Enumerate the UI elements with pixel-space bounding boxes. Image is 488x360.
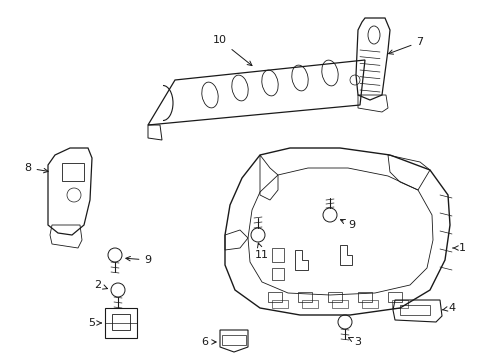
Text: 3: 3 [348,337,361,347]
Text: 9: 9 [125,255,151,265]
Text: 1: 1 [452,243,465,253]
Text: 6: 6 [201,337,216,347]
Text: 4: 4 [442,303,455,313]
Bar [267,292,282,302]
Bar [62,163,84,181]
Bar [302,300,317,308]
Bar [399,305,429,315]
Text: 8: 8 [24,163,48,173]
Text: 2: 2 [94,280,107,290]
Text: 11: 11 [254,243,268,260]
Bar [391,300,407,308]
Bar [331,300,347,308]
Bar [105,308,137,338]
Bar [327,292,341,302]
Text: 5: 5 [88,318,101,328]
Bar [112,314,130,330]
Text: 7: 7 [388,37,423,54]
Bar [297,292,311,302]
Text: 10: 10 [213,35,251,66]
Bar [222,335,245,345]
Bar [387,292,401,302]
Bar [271,300,287,308]
Bar [357,292,371,302]
Bar [271,268,284,280]
Bar [271,248,284,262]
Text: 9: 9 [340,220,355,230]
Bar [361,300,377,308]
